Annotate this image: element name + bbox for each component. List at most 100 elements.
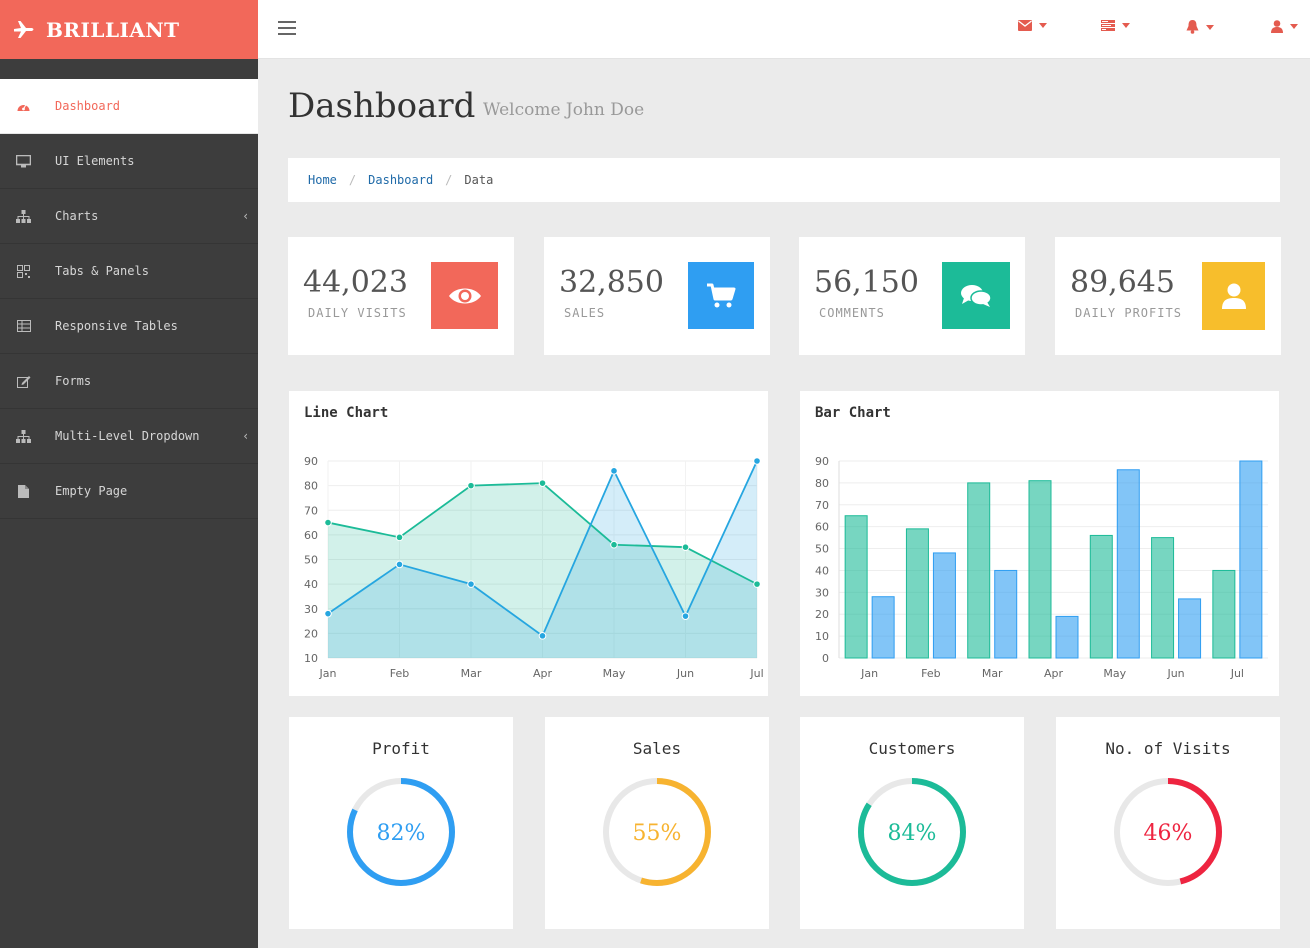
sidebar-item-empty-page[interactable]: Empty Page	[0, 464, 258, 519]
stat-value: 44,023	[303, 265, 408, 300]
stat-label: DAILY PROFITS	[1075, 306, 1182, 320]
line-chart: 10 20 30 40 50 60 70 80 90 Jan Feb Mar Apr May Jun Jul	[304, 455, 764, 680]
y-tick-label: 40	[815, 564, 829, 577]
donut-title: Sales	[632, 739, 682, 758]
data-point	[538, 479, 547, 487]
y-tick-label: 50	[815, 543, 829, 556]
tasks-dropdown[interactable]	[1101, 20, 1130, 31]
bar	[1089, 534, 1113, 659]
donut-progress	[858, 778, 966, 886]
sidebar-item-label: Charts	[55, 209, 99, 223]
series-area	[328, 483, 757, 658]
sidebar-spacer	[0, 59, 258, 79]
page-title: Dashboard	[288, 86, 476, 126]
sitemap-icon	[16, 429, 31, 443]
donut-percent: 46%	[1143, 821, 1193, 846]
brand-name: BRILLIANT	[46, 17, 180, 42]
sidebar-item-dashboard[interactable]: Dashboard	[0, 79, 258, 134]
stat-icon-box	[1202, 262, 1265, 330]
dashboard-icon	[16, 99, 31, 113]
data-point	[610, 540, 618, 549]
breadcrumb-home[interactable]: Home	[308, 173, 337, 187]
donut-progress	[603, 778, 711, 886]
y-tick-label: 20	[815, 608, 829, 621]
sidebar-item-label: Dashboard	[55, 99, 121, 113]
stat-card-daily-visits: 44,023 DAILY VISITS	[288, 237, 514, 355]
breadcrumb: Home / Dashboard / Data	[288, 158, 1280, 202]
donut-percent: 55%	[632, 821, 682, 846]
x-tick-label: Feb	[390, 667, 409, 680]
stat-card-sales: 32,850 SALES	[544, 237, 770, 355]
data-point	[395, 560, 404, 569]
chart-title: Bar Chart	[815, 405, 891, 421]
stat-label: COMMENTS	[819, 306, 885, 320]
x-tick-label: Jan	[319, 667, 337, 680]
bar	[1055, 615, 1079, 659]
sidebar-item-tabs-panels[interactable]: Tabs & Panels	[0, 244, 258, 299]
breadcrumb-separator: /	[348, 173, 357, 187]
donut-progress	[347, 778, 455, 886]
sidebar-item-label: Multi-Level Dropdown	[55, 429, 200, 443]
breadcrumb-separator: /	[445, 173, 453, 187]
caret-down-icon	[1039, 23, 1047, 28]
donut-chart	[1114, 778, 1222, 886]
qrcode-icon	[16, 264, 31, 278]
chevron-left-icon: ‹	[243, 429, 248, 443]
stat-label: DAILY VISITS	[308, 306, 407, 320]
user-icon	[1221, 283, 1246, 309]
sidebar-item-forms[interactable]: Forms	[0, 354, 258, 409]
donut-card-customers: Customers 84%	[800, 717, 1024, 929]
stat-value: 89,645	[1070, 265, 1175, 300]
sidebar-item-ui-elements[interactable]: UI Elements	[0, 134, 258, 189]
sidebar-item-label: Responsive Tables	[55, 319, 178, 333]
bar	[905, 528, 929, 659]
top-navbar	[258, 0, 1310, 59]
x-tick-label: Mar	[982, 667, 1003, 680]
y-tick-label: 70	[815, 499, 829, 512]
line-chart-panel: Line Chart 10 20 30 40 50 60 70 80 90 Jan Feb Mar Ap…	[289, 391, 768, 696]
bar	[1178, 598, 1202, 659]
data-point	[681, 612, 690, 620]
page-subtitle: Welcome John Doe	[483, 100, 645, 120]
x-tick-label: Apr	[533, 667, 553, 680]
donut-title: Customers	[868, 739, 956, 758]
sidebar-item-label: Tabs & Panels	[55, 264, 149, 278]
y-tick-label: 0	[822, 652, 829, 665]
y-tick-label: 60	[815, 521, 829, 534]
brand-bar[interactable]: BRILLIANT	[0, 0, 258, 59]
tasks-icon	[1101, 20, 1115, 31]
messages-dropdown[interactable]	[1018, 20, 1047, 31]
bar	[967, 482, 991, 659]
data-point	[538, 632, 547, 640]
stat-value: 56,150	[814, 265, 919, 300]
data-point	[324, 609, 332, 618]
data-point	[395, 533, 404, 542]
chevron-left-icon: ‹	[243, 209, 248, 223]
bar	[1212, 569, 1236, 659]
sidebar-item-charts[interactable]: Charts ‹	[0, 189, 258, 244]
stat-value: 32,850	[559, 265, 664, 300]
breadcrumb-dashboard[interactable]: Dashboard	[368, 173, 434, 187]
bar	[1028, 480, 1052, 659]
table-icon	[16, 319, 31, 333]
menu-toggle-icon[interactable]	[278, 21, 296, 35]
user-dropdown[interactable]	[1271, 20, 1298, 33]
x-tick-label: Jul	[749, 667, 763, 680]
sitemap-icon	[16, 209, 31, 223]
alerts-dropdown[interactable]	[1186, 20, 1214, 34]
shopping-cart-icon	[707, 283, 736, 307]
y-tick-label: 80	[815, 477, 829, 490]
donut-chart	[603, 778, 711, 886]
envelope-icon	[1018, 20, 1032, 31]
bar-chart-panel: Bar Chart 0 10 20 30 40 50 60 70 80 90 Jan Feb Mar Ap…	[800, 391, 1279, 696]
sidebar-item-responsive-tables[interactable]: Responsive Tables	[0, 299, 258, 354]
bar	[1239, 460, 1263, 659]
caret-down-icon	[1122, 23, 1130, 28]
stat-icon-box	[688, 262, 754, 329]
stat-card-comments: 56,150 COMMENTS	[799, 237, 1025, 355]
sidebar-item-multi-level-dropdown[interactable]: Multi-Level Dropdown ‹	[0, 409, 258, 464]
bar	[1151, 537, 1175, 659]
plane-icon	[14, 20, 34, 38]
comments-icon	[961, 284, 992, 307]
y-tick-label: 60	[304, 529, 318, 542]
